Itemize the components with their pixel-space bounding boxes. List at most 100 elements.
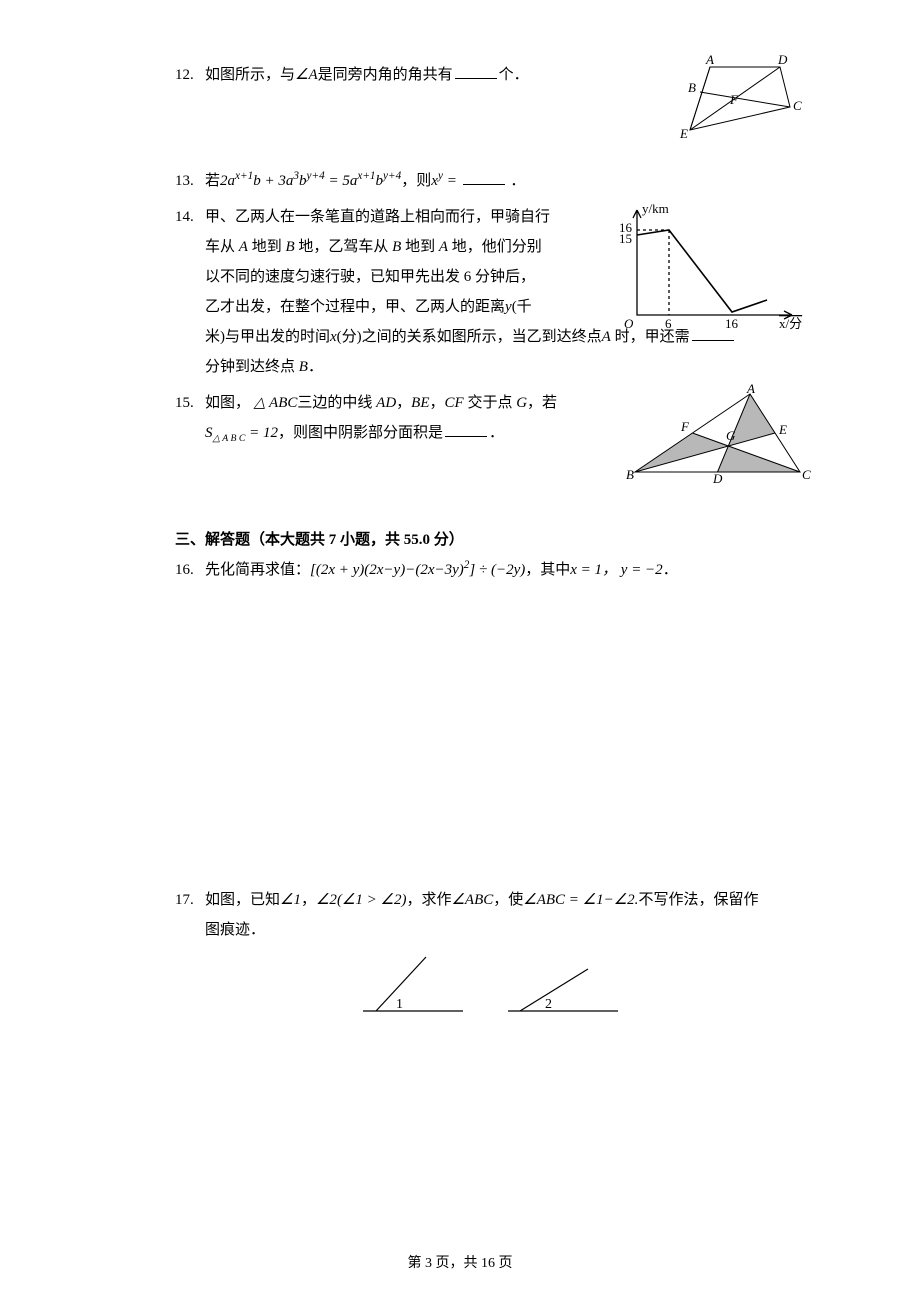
- pt: A: [239, 239, 248, 255]
- svg-text:16: 16: [725, 316, 739, 331]
- abc: ∠ABC: [451, 892, 493, 908]
- blank: [463, 169, 505, 185]
- svg-text:F: F: [729, 92, 739, 107]
- question-15: 15. 如图， △ ABC三边的中线 AD，BE，CF 交于点 G，若 S△ A…: [175, 388, 780, 448]
- text: ，其中: [525, 562, 570, 578]
- qbody: 先化简再求值：[(2x + y)(2x−y)−(2x−3y)2] ÷ (−2y)…: [205, 555, 780, 585]
- seg: AD: [376, 395, 396, 411]
- seg: CF: [445, 395, 464, 411]
- c: ，: [301, 892, 316, 908]
- pt: B: [392, 239, 401, 255]
- question-16: 16. 先化简再求值：[(2x + y)(2x−y)−(2x−3y)2] ÷ (…: [175, 555, 780, 585]
- text: 三边的中线: [297, 395, 376, 411]
- section-3-title: 三、解答题（本大题共 7 小题，共 55.0 分）: [175, 528, 780, 549]
- text: 若: [205, 173, 220, 189]
- text: 如图，已知: [205, 892, 280, 908]
- text: 如图所示，与: [205, 67, 295, 83]
- text: 地，他们分别: [448, 239, 542, 255]
- svg-text:2: 2: [545, 997, 552, 1012]
- svg-text:B: B: [626, 467, 634, 482]
- text: ．: [663, 562, 678, 578]
- pt: A: [439, 239, 448, 255]
- qnum: 15.: [175, 388, 205, 418]
- eq: ∠ABC = ∠1−∠2.: [523, 892, 638, 908]
- expr: [(2x + y)(2x−y)−(2x−3y)2] ÷ (−2y): [310, 562, 525, 578]
- figure-q14-graph: y/km 16 15 O 6 16 x/分: [607, 200, 812, 335]
- text: 地，乙驾车从: [295, 239, 393, 255]
- text: 米)与甲出发的时间: [205, 329, 330, 345]
- text: 是同旁内角的角共有: [318, 67, 453, 83]
- S: S△ A B C = 12: [205, 425, 278, 441]
- c: ，: [430, 395, 445, 411]
- text: ，则: [401, 173, 431, 189]
- figure-q15: A B C D E F G: [620, 384, 815, 484]
- question-14: 14. 甲、乙两人在一条笔直的道路上相向而行，甲骑自行 车从 A 地到 B 地，…: [175, 202, 780, 382]
- pt: G: [516, 395, 527, 411]
- question-13: 13. 若2ax+1b + 3a3by+4 = 5ax+1by+4，则xy = …: [175, 166, 780, 196]
- svg-text:D: D: [777, 52, 788, 67]
- text: ，求作: [406, 892, 451, 908]
- svg-text:O: O: [624, 316, 634, 331]
- text: ．: [308, 359, 323, 375]
- seg: BE: [411, 395, 429, 411]
- text: 乙才出发，在整个过程中，甲、乙两人的距离: [205, 299, 505, 315]
- text: 图痕迹．: [205, 922, 265, 938]
- text: ．: [489, 425, 504, 441]
- text: ，则图中阴影部分面积是: [278, 425, 443, 441]
- svg-text:G: G: [726, 428, 736, 443]
- blank: [445, 421, 487, 437]
- text: ，若: [527, 395, 557, 411]
- c: ，: [396, 395, 411, 411]
- svg-text:D: D: [712, 471, 723, 484]
- var: x: [330, 329, 337, 345]
- svg-text:A: A: [746, 384, 755, 396]
- svg-text:x/分: x/分: [779, 316, 802, 331]
- text: 车从: [205, 239, 239, 255]
- var: y: [505, 299, 512, 315]
- text: 不写作法，保留作: [638, 892, 758, 908]
- figure-q17: 1 2: [348, 951, 638, 1021]
- svg-text:F: F: [680, 419, 690, 434]
- text: 交于点: [464, 395, 517, 411]
- expr2: xy =: [431, 173, 457, 189]
- svg-text:E: E: [778, 422, 787, 437]
- qnum: 14.: [175, 202, 205, 232]
- svg-text:A: A: [705, 52, 714, 67]
- page-footer: 第 3 页，共 16 页: [0, 1252, 920, 1272]
- text: 甲、乙两人在一条笔直的道路上相向而行，甲骑自行: [205, 209, 550, 225]
- svg-text:C: C: [793, 98, 802, 113]
- qnum: 13.: [175, 166, 205, 196]
- text: 个．: [499, 67, 529, 83]
- svg-text:B: B: [688, 80, 696, 95]
- text: ，使: [493, 892, 523, 908]
- tri: △ ABC: [254, 395, 298, 411]
- qnum: 12.: [175, 60, 205, 90]
- angle-A: ∠A: [295, 67, 318, 83]
- figure-q12: A D B F C E: [660, 52, 810, 142]
- a1: ∠1: [280, 892, 301, 908]
- qbody: 如图，已知∠1，∠2(∠1 > ∠2)，求作∠ABC，使∠ABC = ∠1−∠2…: [205, 885, 780, 1032]
- text: 地到: [401, 239, 439, 255]
- text: 先化简再求值：: [205, 562, 310, 578]
- svg-text:C: C: [802, 467, 811, 482]
- svg-text:y/km: y/km: [642, 201, 669, 216]
- svg-text:6: 6: [665, 316, 672, 331]
- pt: B: [285, 239, 294, 255]
- blank: [455, 63, 497, 79]
- qnum: 16.: [175, 555, 205, 585]
- text: 如图，: [205, 395, 254, 411]
- question-17: 17. 如图，已知∠1，∠2(∠1 > ∠2)，求作∠ABC，使∠ABC = ∠…: [175, 885, 780, 1032]
- a2: ∠2: [316, 892, 337, 908]
- text: (分)之间的关系如图所示，当乙到达终点: [337, 329, 602, 345]
- svg-text:15: 15: [619, 231, 632, 246]
- svg-text:E: E: [679, 126, 688, 141]
- expr: 2ax+1b + 3a3by+4 = 5ax+1by+4: [220, 173, 401, 189]
- pt: B: [299, 359, 308, 375]
- svg-text:1: 1: [396, 997, 403, 1012]
- vals: x = 1， y = −2: [570, 562, 662, 578]
- text: 地到: [248, 239, 286, 255]
- text: 以不同的速度匀速行驶，已知甲先出发 6 分钟后，: [205, 269, 535, 285]
- paren: (∠1 > ∠2): [337, 892, 407, 908]
- qnum: 17.: [175, 885, 205, 915]
- text: ．: [510, 173, 525, 189]
